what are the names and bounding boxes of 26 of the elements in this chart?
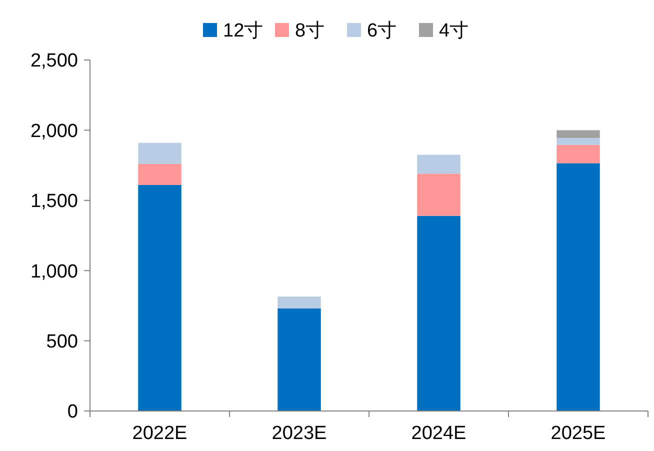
y-tick-label: 2,000 <box>30 120 78 142</box>
x-tick-label: 2022E <box>132 423 188 444</box>
bar <box>556 138 600 145</box>
legend-label: 12寸 <box>223 20 264 42</box>
bar <box>556 163 600 411</box>
x-tick-label: 2023E <box>272 423 327 444</box>
bar <box>138 142 182 164</box>
x-tick-label: 2024E <box>411 423 466 444</box>
y-tick-label: 1,500 <box>30 191 78 212</box>
bar <box>556 144 600 164</box>
bar <box>556 130 600 138</box>
legend-label: 8寸 <box>295 20 325 42</box>
bar <box>417 216 460 411</box>
bar <box>278 296 321 309</box>
legend-label: 4寸 <box>439 20 469 42</box>
y-tick-label: 1,000 <box>30 261 78 282</box>
y-tick-label: 0 <box>67 402 78 423</box>
bar <box>138 184 182 411</box>
bar <box>138 164 182 185</box>
y-tick-label: 500 <box>46 331 78 352</box>
y-tick-label: 2,500 <box>30 50 78 72</box>
legend-label: 6寸 <box>367 20 397 42</box>
bar <box>417 154 460 174</box>
bar <box>278 308 321 411</box>
bar <box>417 174 460 216</box>
x-tick-label: 2025E <box>550 423 606 444</box>
